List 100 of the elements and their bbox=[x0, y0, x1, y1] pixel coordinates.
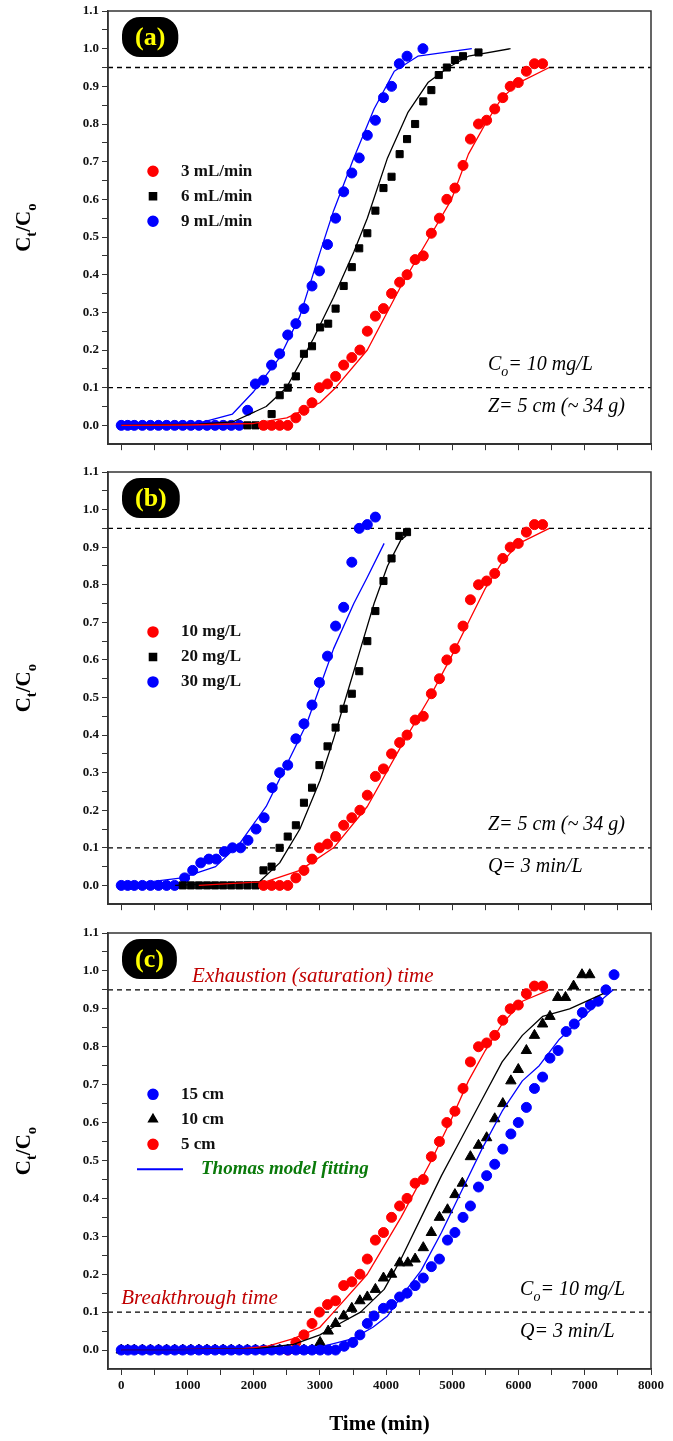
legend-label: 10 cm bbox=[181, 1108, 224, 1128]
point bbox=[379, 576, 388, 586]
point bbox=[520, 526, 532, 538]
point bbox=[417, 1173, 429, 1185]
point bbox=[282, 879, 294, 891]
point bbox=[536, 1017, 549, 1028]
point bbox=[403, 528, 412, 537]
point bbox=[377, 1227, 389, 1239]
point bbox=[242, 404, 254, 416]
point bbox=[497, 1097, 509, 1108]
point bbox=[258, 812, 270, 824]
point bbox=[331, 723, 340, 732]
point bbox=[346, 812, 358, 824]
y-axis-title: Ct/Co bbox=[11, 1126, 40, 1176]
point bbox=[417, 1241, 429, 1252]
point bbox=[450, 55, 459, 65]
point bbox=[330, 1295, 342, 1307]
point bbox=[283, 832, 292, 841]
point bbox=[464, 1056, 476, 1068]
point bbox=[290, 872, 302, 884]
point bbox=[290, 412, 302, 424]
point bbox=[346, 556, 358, 568]
point bbox=[464, 1150, 477, 1161]
point bbox=[291, 372, 300, 381]
point bbox=[371, 206, 380, 215]
point bbox=[275, 843, 284, 852]
point bbox=[441, 1117, 453, 1129]
point bbox=[386, 748, 398, 760]
point bbox=[369, 1234, 381, 1246]
point bbox=[316, 323, 325, 332]
y-tick-label: 0.2 bbox=[82, 1265, 99, 1281]
point bbox=[537, 980, 549, 992]
point bbox=[489, 567, 501, 579]
point bbox=[313, 265, 325, 277]
x-tick-label: 8000 bbox=[638, 1377, 664, 1393]
point bbox=[361, 1290, 374, 1301]
y-tick-label: 0.0 bbox=[82, 876, 99, 892]
point bbox=[259, 866, 268, 875]
point bbox=[464, 133, 476, 145]
point bbox=[386, 288, 398, 300]
point bbox=[313, 676, 325, 688]
point bbox=[290, 733, 302, 745]
point bbox=[520, 65, 532, 77]
point bbox=[338, 601, 350, 613]
point bbox=[322, 1324, 334, 1335]
x-tick-label: 4000 bbox=[373, 1377, 400, 1393]
y-tick-label: 0.3 bbox=[82, 1227, 100, 1243]
point bbox=[441, 193, 453, 205]
y-tick-label: 0.8 bbox=[82, 1038, 100, 1054]
y-tick-label: 0.1 bbox=[82, 379, 99, 395]
y-tick-label: 0.8 bbox=[82, 576, 100, 592]
point bbox=[353, 152, 365, 164]
point bbox=[330, 370, 342, 382]
legend-label: 5 cm bbox=[181, 1133, 216, 1153]
point bbox=[433, 1210, 446, 1221]
point bbox=[346, 1301, 358, 1312]
x-tick-label: 2000 bbox=[240, 1377, 267, 1393]
legend-label: 3 mL/min bbox=[181, 160, 253, 180]
point bbox=[331, 304, 340, 313]
point bbox=[338, 1280, 350, 1292]
point bbox=[401, 1192, 413, 1204]
y-tick-label: 0.3 bbox=[82, 303, 100, 319]
annotation: Q= 3 min/L bbox=[487, 854, 583, 877]
annotation: Breakthrough time bbox=[121, 1285, 278, 1310]
point bbox=[315, 761, 324, 770]
y-tick-label: 0.4 bbox=[82, 726, 100, 742]
legend-label: 15 cm bbox=[181, 1083, 224, 1103]
point bbox=[330, 831, 342, 843]
point bbox=[338, 819, 350, 831]
point bbox=[528, 1028, 541, 1039]
point bbox=[282, 419, 294, 431]
point bbox=[442, 63, 451, 72]
y-tick-label: 0.3 bbox=[82, 764, 100, 780]
x-tick-label: 3000 bbox=[306, 1377, 333, 1393]
y-tick-label: 0.9 bbox=[82, 77, 100, 93]
legend-label: 20 mg/L bbox=[181, 646, 241, 666]
point bbox=[559, 990, 572, 1001]
point bbox=[257, 374, 269, 386]
point bbox=[419, 97, 428, 106]
point bbox=[282, 329, 294, 341]
legend-label: Thomas model fitting bbox=[201, 1157, 369, 1179]
y-tick-label: 0.4 bbox=[82, 1189, 100, 1205]
point bbox=[379, 184, 388, 193]
point bbox=[377, 1271, 390, 1282]
x-tick-label: 5000 bbox=[439, 1377, 466, 1393]
point bbox=[425, 1226, 438, 1237]
point bbox=[346, 352, 358, 364]
annotation: Z= 5 cm (~ 34 g) bbox=[487, 812, 626, 836]
point bbox=[544, 1009, 556, 1020]
point bbox=[330, 212, 342, 224]
point bbox=[266, 359, 278, 371]
point bbox=[354, 1268, 366, 1280]
chart-title: (b) bbox=[135, 482, 167, 512]
point bbox=[353, 522, 365, 534]
point bbox=[377, 303, 389, 315]
point bbox=[298, 864, 310, 876]
point bbox=[433, 673, 445, 685]
y-tick-label: 0.2 bbox=[82, 341, 99, 357]
point bbox=[361, 129, 373, 141]
point bbox=[313, 842, 325, 854]
